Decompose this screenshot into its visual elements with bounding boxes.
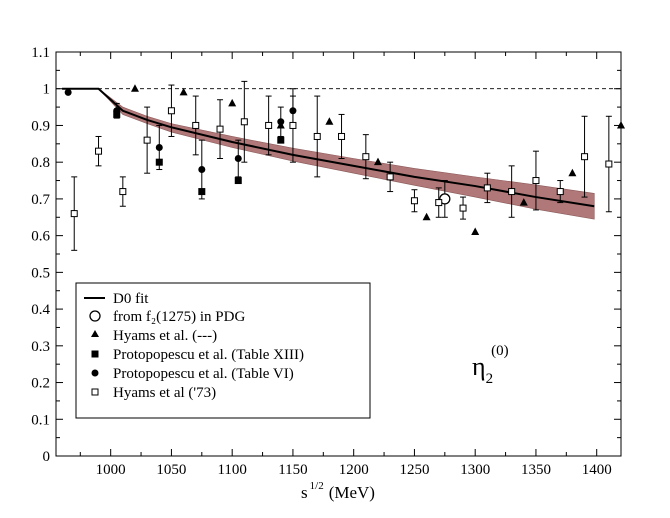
- eta-superscript: (0): [491, 343, 509, 359]
- filled-circle-point: [234, 155, 242, 163]
- axis-ticks-layer: 1000 1050 1100 1150 1200 1250 1300 1350 1400 0 0.1…: [31, 45, 621, 478]
- y-tick-label: 0.1: [31, 412, 50, 428]
- triangle-point: [228, 98, 237, 107]
- open-square-point: [119, 188, 127, 196]
- y-tick-label: 0.8: [31, 155, 50, 171]
- x-axis-label-power: 1/2: [310, 480, 324, 492]
- filled-circle-point: [198, 166, 206, 174]
- fit-band-layer: [62, 88, 595, 220]
- open-square-point: [70, 210, 78, 218]
- y-tick-label: 0.5: [31, 265, 50, 281]
- open-square-point: [435, 199, 443, 207]
- open-square-point: [313, 132, 321, 140]
- open-square-point: [459, 204, 467, 212]
- open-square-point: [386, 173, 394, 181]
- filled-circle-point: [277, 118, 285, 126]
- triangle-point: [617, 120, 625, 129]
- legend-filled-circle-swatch: [91, 369, 99, 377]
- x-tick-label: 1200: [339, 462, 369, 478]
- x-axis-label: s 1/2 (MeV): [301, 480, 375, 502]
- open-square-point: [289, 121, 297, 129]
- open-circle-point: [439, 193, 451, 205]
- open-square-point: [508, 188, 516, 196]
- legend-item-hyams: Hyams et al. (---): [91, 328, 217, 344]
- x-tick-label: 1000: [96, 462, 126, 478]
- open-square-point: [192, 121, 200, 129]
- open-square-point: [167, 107, 175, 115]
- y-tick-label: 0.2: [31, 376, 50, 392]
- filled-square-point: [277, 136, 285, 144]
- y-tick-label: 0.6: [31, 229, 50, 245]
- eta-annotation: η2 (0): [472, 343, 509, 387]
- y-tick-label: 0.3: [31, 339, 50, 355]
- triangle-point: [130, 84, 139, 92]
- x-axis-label-unit: (MeV): [329, 483, 375, 502]
- x-tick-label: 1300: [460, 462, 490, 478]
- eta-subscript: 2: [486, 371, 494, 387]
- legend-item-protopopescu-xiii: Protopopescu et al. (Table XIII): [91, 347, 304, 363]
- legend: D0 fit from f₂(1275) in PDG Hyams et al.…: [75, 282, 371, 419]
- open-square-point: [605, 160, 613, 168]
- filled-circle-point: [113, 107, 121, 115]
- triangle-point: [422, 212, 431, 221]
- open-square-point: [483, 184, 491, 192]
- y-tick-label: 0.7: [31, 192, 50, 208]
- x-tick-label: 1400: [582, 462, 612, 478]
- open-square-point: [143, 136, 151, 144]
- triangle-point: [373, 157, 382, 166]
- legend-triangle-swatch: [91, 330, 99, 337]
- legend-item-protopopescu-vi: Protopopescu et al. (Table VI): [91, 366, 294, 382]
- triangle-point: [325, 117, 334, 125]
- legend-item-fit: D0 fit: [84, 291, 149, 307]
- legend-label-hyams-73: Hyams et al ('73): [113, 385, 216, 401]
- filled-circle-point: [155, 143, 163, 151]
- legend-open-square-swatch: [91, 388, 99, 396]
- x-tick-label: 1350: [521, 462, 551, 478]
- triangle-point: [519, 198, 528, 206]
- open-square-point: [216, 125, 224, 133]
- legend-label-protopopescu-vi: Protopopescu et al. (Table VI): [113, 366, 294, 382]
- open-square-point: [410, 197, 418, 205]
- x-tick-label: 1250: [399, 462, 429, 478]
- x-axis-label-symbol: s: [301, 483, 308, 502]
- legend-label-fit: D0 fit: [113, 291, 149, 307]
- fit-error-band: [62, 88, 595, 220]
- y-tick-label: 1.1: [31, 45, 50, 61]
- open-square-point: [581, 153, 589, 161]
- y-tick-label: 1: [43, 82, 51, 98]
- triangle-point: [568, 168, 577, 177]
- open-square-point: [95, 147, 103, 155]
- legend-item-pdg: from f₂(1275) in PDG: [89, 309, 245, 325]
- legend-filled-square-swatch: [91, 350, 99, 358]
- triangle-point: [471, 227, 480, 235]
- x-tick-label: 1050: [156, 462, 186, 478]
- open-square-point: [240, 118, 248, 126]
- x-tick-label: 1100: [217, 462, 246, 478]
- open-square-point: [532, 177, 540, 185]
- legend-label-protopopescu-xiii: Protopopescu et al. (Table XIII): [113, 347, 304, 363]
- legend-item-hyams-73: Hyams et al ('73): [91, 385, 216, 401]
- open-square-point: [556, 188, 564, 196]
- x-tick-label: 1150: [278, 462, 307, 478]
- y-tick-label: 0: [43, 449, 51, 465]
- y-tick-label: 0.4: [31, 302, 50, 318]
- legend-label-pdg: from f₂(1275) in PDG: [113, 309, 245, 325]
- legend-label-hyams: Hyams et al. (---): [113, 328, 217, 344]
- legend-box: [75, 282, 371, 419]
- legend-open-circle-swatch: [89, 310, 101, 322]
- open-square-point: [338, 132, 346, 140]
- open-square-point: [265, 121, 273, 129]
- eta-symbol: η: [472, 352, 486, 381]
- open-square-point: [362, 153, 370, 161]
- filled-circle-point: [64, 88, 72, 96]
- y-tick-label: 0.9: [31, 118, 50, 134]
- data-points-layer: [64, 80, 625, 251]
- triangle-point: [179, 87, 188, 96]
- filled-square-point: [234, 177, 242, 185]
